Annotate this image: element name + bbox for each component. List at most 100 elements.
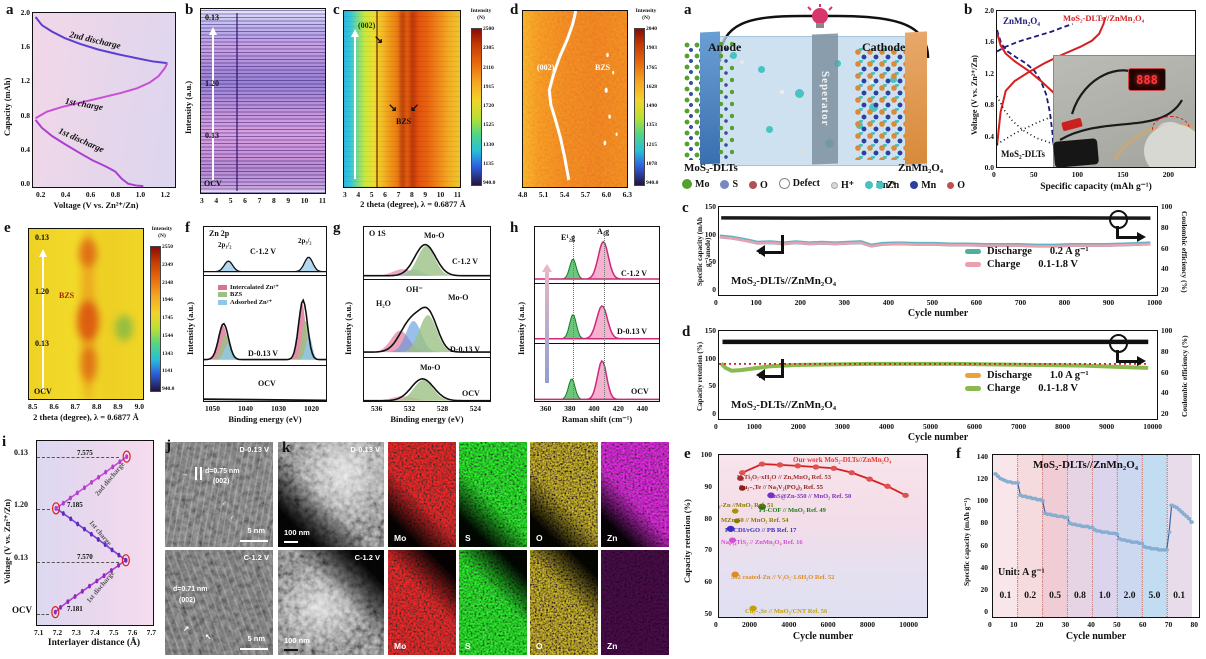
scale-bar [240, 647, 268, 650]
h-ions [740, 60, 744, 64]
tick: 100 [700, 450, 712, 459]
y2-ticks: 100 80 60 40 20 [1161, 202, 1175, 294]
tick: 60 [1138, 620, 1147, 629]
eds-noise [601, 550, 669, 655]
tick: 5 [228, 196, 233, 205]
eds-map-s-d013: S [459, 442, 527, 547]
tick: 8.9 [113, 402, 123, 411]
panel-b-xrd-waterfall: b Intensity (a.u.) 0.13 1.20 0.13 OCV 3 4… [183, 2, 330, 214]
y-axis-label: Capacity (mAh) [2, 77, 12, 137]
ref-label: Na₀.₁₄TiS₂ // ZnMn₂O₄ Ref. 16 [721, 539, 803, 546]
element-label: Zn [607, 641, 618, 651]
legend-swatch [218, 292, 227, 297]
tick: 940.0 [646, 180, 659, 186]
tick: 1.6 [984, 37, 994, 47]
spectrum-ocv [535, 343, 659, 402]
tick: 8.6 [49, 402, 59, 411]
guide-dash [37, 509, 50, 511]
tick: 940.0 [162, 386, 175, 392]
tick: 120 [976, 474, 988, 484]
x-ticks: 3 4 5 6 7 8 9 10 11 [200, 196, 326, 205]
tick: 150 [1117, 170, 1129, 179]
tick: 0.6 [85, 190, 96, 199]
tick: 100 [704, 353, 716, 363]
voltage-mark: 0.13 [205, 131, 219, 140]
tick: 200 [794, 298, 806, 307]
dark-corner [601, 442, 669, 547]
x-ticks: 8.5 8.6 8.7 8.8 8.9 9.0 [28, 402, 144, 411]
state-label: D-0.13 V [450, 345, 481, 354]
tick: 1050 [205, 404, 220, 413]
tick: 0 [712, 408, 716, 418]
tick: 528 [436, 404, 449, 413]
state-label: C-1.2 V [354, 553, 380, 562]
y-axis-label: Voltage (V vs. Zn²⁺/Zn) [2, 499, 12, 585]
intensity-direction-arrow [542, 264, 552, 383]
state-label: C-1.2 V [452, 257, 479, 266]
y-axis-label: Intensity (a.u.) [183, 80, 193, 134]
tick: 1628 [646, 83, 657, 90]
spectra-stack: O 1S Mo-O C-1.2 V OH⁻ H₂O Mo-O D-0.13 V … [363, 226, 491, 402]
dark-corner [278, 550, 384, 655]
waterfall-plot: 0.13 1.20 0.13 OCV [200, 8, 326, 194]
spectrum-d013 [535, 283, 659, 343]
tick: 1.6 [20, 42, 30, 52]
panel-a-gcd: a Capacity (mAh) 2.0 1.6 1.2 0.8 0.4 0.0 2nd … [2, 2, 180, 214]
a1g-label: A₁g [597, 227, 610, 236]
panel-c-cycling: c Specific capacity (mAh g⁻¹anode) 150 10… [680, 198, 1206, 322]
tick: 20 [1035, 620, 1044, 629]
ref-label: Al₂O₃-Zn //MnO₂ Ref. 51 [718, 502, 774, 509]
spectrum-d013 [204, 275, 326, 365]
tick: 70 [1164, 620, 1173, 629]
dark-corner [459, 442, 527, 547]
spacing-bar [200, 467, 202, 480]
y-axis-label: Intensity (a.u.) [343, 301, 353, 355]
tick: 7.5 [109, 628, 119, 637]
tick: 2550 [162, 244, 173, 250]
atom-legend-cathode: Zn Mn O [876, 176, 972, 194]
scan-direction-arrow [208, 27, 217, 181]
x-ticks: 3 4 5 6 7 8 9 10 11 [343, 190, 461, 199]
state-label: OCV [462, 389, 480, 398]
right-axis-arrow [1116, 226, 1119, 238]
panel-e-xrd-heatmap-bzs: e 0.13 1.20 0.13 OCV BZS Intensity (N) 25… [2, 218, 180, 430]
tick: 11 [318, 196, 326, 205]
left-axis-arrow [759, 375, 784, 378]
ref-label: 502 coated-Zn // V₂O₅·1.6H₂O Ref. 52 [731, 574, 835, 581]
panel-d-xrd-heatmap-zoom: d (002) BZS Intensity (N) 2040 1903 1765 162… [510, 2, 670, 214]
panel-label: g [333, 220, 341, 236]
x-axis-label: Raman shift (cm⁻¹) [561, 414, 633, 424]
rate-values: 0.1 0.2 0.5 0.8 1.0 2.0 5.0 0.1 [999, 591, 1186, 601]
tick: 10 [300, 196, 309, 205]
legend: Discharge 1.0 A g⁻¹ Charge 0.1-1.8 V [965, 367, 1089, 396]
panel-label: c [682, 200, 689, 216]
y-ticks: 150 100 50 0 [704, 326, 716, 418]
hrtem-image-c12: C-1.2 V d=0.71 nm (002) ↗ ↖ 5 nm [165, 550, 273, 655]
spectrum-c12 [535, 227, 659, 283]
tick: 6.3 [622, 190, 632, 199]
state-label: D-0.13 V [617, 327, 648, 336]
proton-icon [831, 182, 838, 189]
colorbar-title: Intensity (N) [151, 226, 173, 239]
tick: 8 [271, 196, 276, 205]
x-ticks: 0 50 100 150 200 [992, 170, 1174, 179]
x-axis-label: Binding energy (eV) [228, 414, 302, 424]
tick: 2500 [483, 26, 494, 32]
oh-label: OH⁻ [406, 285, 423, 294]
mn-atom-icon [910, 181, 919, 189]
tick: 80 [1161, 222, 1169, 232]
spacing-bar [195, 467, 197, 480]
y-ticks: 100 90 80 70 60 50 [696, 450, 712, 618]
tick: 300 [838, 298, 850, 307]
mo-atom-icon [682, 179, 692, 189]
legend-swatch [218, 284, 227, 290]
state-label: OCV [258, 379, 276, 388]
divider [364, 279, 490, 280]
tick: 1141 [162, 368, 173, 375]
panel-f-zn2p-xps: f Intensity (a.u.) Zn 2p 2p₁/₂ 2p₃/₂ C-1… [183, 218, 330, 430]
eds-map-mo-c12: Mo [388, 550, 456, 655]
tick: 150 [704, 202, 716, 211]
plot-area: MoS₂-DLTs//ZnMn₂O₄ Unit: A g⁻¹ 0.1 0.2 0.5… [992, 454, 1200, 618]
tick: 5.7 [580, 190, 591, 199]
panel-k-eds: k D-0.13 V 100 nm Mo S O Zn C-1.2 V 100 … [278, 432, 670, 659]
